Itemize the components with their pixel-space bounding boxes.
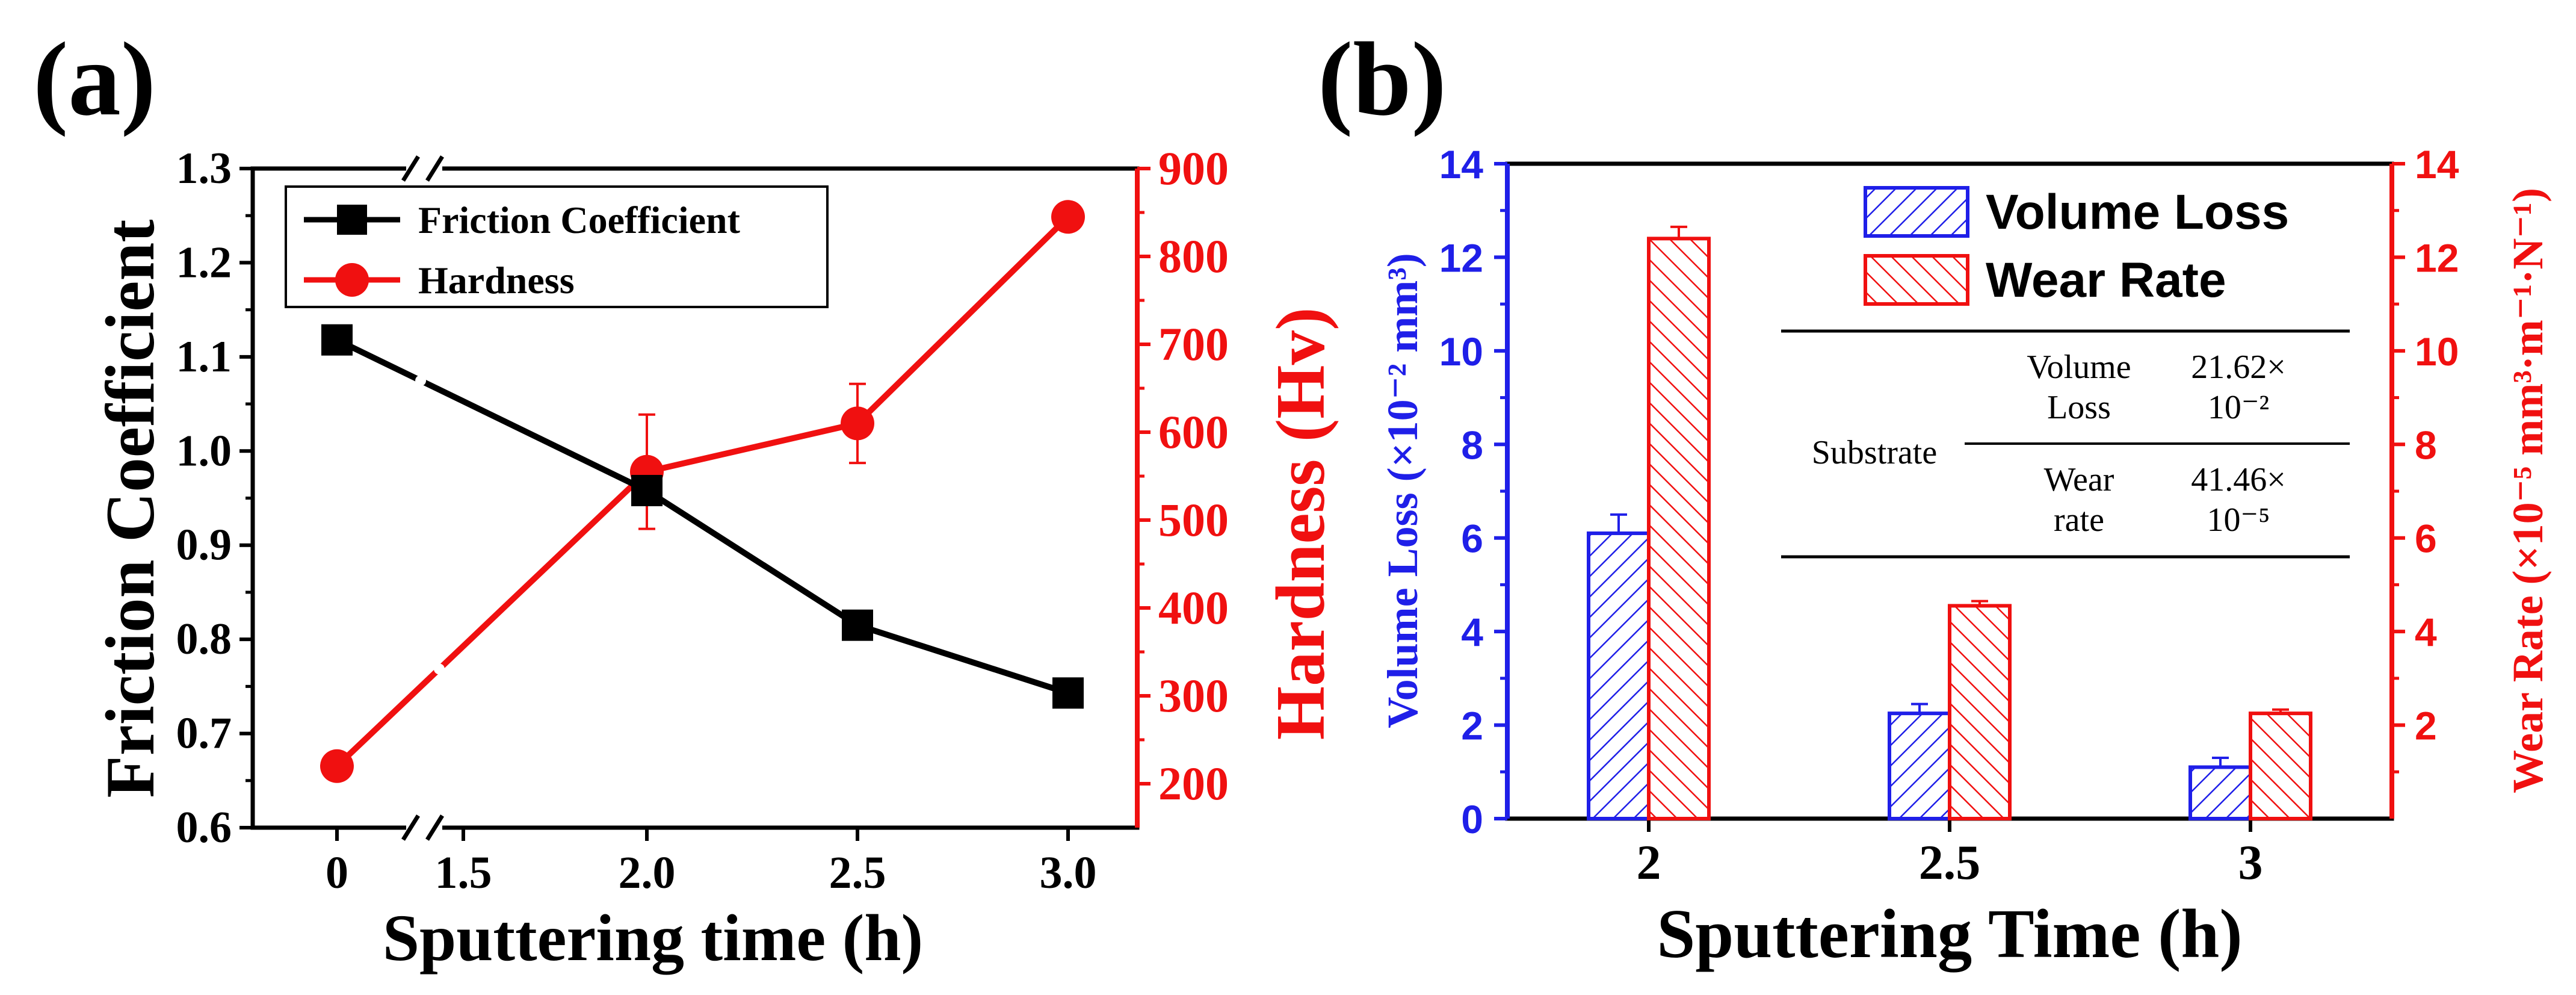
right-tick-label: 500 <box>1158 494 1229 546</box>
panel-b-x-label: Sputtering Time (h) <box>1657 896 2242 972</box>
table-cell-wear-line1: Wear <box>2044 461 2114 498</box>
left-tick-label: 0 <box>1461 797 1483 842</box>
panel-a-legend: Friction Coefficient Hardness <box>285 185 829 308</box>
left-tick-label: 1.2 <box>176 238 232 287</box>
table-cell-volume-line1: Volume <box>2027 349 2131 386</box>
panel-b-y-left-label: Volume Loss (×10⁻² mm³) <box>1379 253 1427 728</box>
x-tick-label: 3.0 <box>1040 848 1097 898</box>
left-tick-label: 1.1 <box>176 332 232 382</box>
hardness-point <box>1051 200 1085 234</box>
hardness-line-segment <box>646 420 859 475</box>
x-tick-label: 3 <box>2238 835 2263 890</box>
right-tick-label: 14 <box>2415 142 2459 187</box>
legend-friction-label: Friction Coefficient <box>418 199 741 241</box>
panel-a: (a) 0.6 0.7 0.8 0.9 1.0 1.1 1.2 1.3 200 300 400 50… <box>33 20 1339 975</box>
x-tick-label: 2.0 <box>619 848 676 898</box>
left-tick-label: 6 <box>1461 516 1483 561</box>
substrate-table: Substrate Volume Loss 21.62× 10⁻² Wear r… <box>1781 329 2350 559</box>
panel-a-y-right-label: Hardness (Hv) <box>1262 308 1339 740</box>
table-cell-wear-value1: 41.46× <box>2191 461 2286 498</box>
x-tick-label: 2 <box>1637 835 1661 890</box>
panel-b-legend: Volume Loss Wear Rate <box>1864 185 2289 308</box>
legend-volume-loss-label: Volume Loss <box>1986 185 2289 240</box>
table-row-header: Substrate <box>1812 434 1937 471</box>
friction-line-segment <box>645 488 859 628</box>
x-tick-label: 1.5 <box>435 848 492 898</box>
left-tick-label: 1.0 <box>176 426 232 476</box>
friction-line-segment <box>856 622 1069 696</box>
hardness-line-segment <box>855 214 1070 426</box>
panel-b-y-right-label: Wear Rate (×10⁻⁵ mm³·m⁻¹·N⁻¹) <box>2504 188 2552 793</box>
hardness-series <box>320 200 1085 783</box>
left-tick-label: 4 <box>1461 610 1483 654</box>
left-tick-label: 12 <box>1439 235 1483 280</box>
friction-point <box>842 609 873 641</box>
right-tick-label: 300 <box>1158 669 1229 722</box>
legend-hardness-label: Hardness <box>418 259 575 302</box>
right-tick-label: 400 <box>1158 581 1229 634</box>
left-tick-label: 8 <box>1461 423 1483 467</box>
right-tick-label: 200 <box>1158 757 1229 810</box>
friction-series <box>321 324 1084 709</box>
panel-b-right-ticks: 2 4 6 8 10 12 14 <box>2392 142 2459 773</box>
volume-loss-bar <box>1587 531 1651 820</box>
hardness-break-gap <box>433 663 445 675</box>
right-tick-label: 2 <box>2415 704 2437 748</box>
wear-rate-bar <box>2249 711 2312 820</box>
friction-point <box>631 474 663 506</box>
left-tick-label: 0.7 <box>176 709 232 758</box>
panel-b-x-ticks: 2 2.5 3 <box>1637 819 2263 890</box>
friction-point <box>1052 677 1084 709</box>
left-tick-label: 1.3 <box>176 144 232 193</box>
panel-a-right-ticks: 200 300 400 500 600 700 800 900 <box>1137 142 1229 810</box>
volume-loss-bar <box>2188 765 2252 820</box>
left-tick-label: 0.9 <box>176 521 232 570</box>
left-tick-label: 10 <box>1439 329 1483 374</box>
right-tick-label: 6 <box>2415 516 2437 561</box>
table-cell-volume-line2: Loss <box>2047 389 2111 426</box>
right-tick-label: 10 <box>2415 329 2459 374</box>
table-cell-volume-value2: 10⁻² <box>2208 389 2269 426</box>
panel-a-axis-break-top <box>401 155 444 182</box>
wear-rate-bar <box>1647 237 1711 821</box>
x-tick-label: 2.5 <box>1919 835 1981 890</box>
panel-b-bars <box>1587 225 2312 821</box>
volume-loss-bar <box>1888 711 1951 820</box>
friction-line-segment <box>335 337 649 494</box>
right-tick-label: 4 <box>2415 610 2437 654</box>
friction-point <box>321 324 353 356</box>
right-tick-label: 12 <box>2415 235 2459 280</box>
table-cell-volume-value1: 21.62× <box>2191 349 2286 386</box>
left-tick-label: 14 <box>1439 142 1484 187</box>
right-tick-label: 800 <box>1158 230 1229 282</box>
table-cell-wear-value2: 10⁻⁵ <box>2207 501 2270 539</box>
panel-a-left-ticks: 0.6 0.7 0.8 0.9 1.0 1.1 1.2 1.3 <box>176 144 253 852</box>
panel-a-x-label: Sputtering time (h) <box>383 901 923 975</box>
panel-a-y-left-label: Friction Coefficient <box>92 219 168 798</box>
x-tick-label: 2.5 <box>829 848 886 898</box>
hardness-line-segment <box>335 470 649 769</box>
panel-b-left-ticks: 0 2 4 6 8 10 12 14 <box>1439 142 1507 842</box>
hardness-point <box>841 406 874 441</box>
panel-a-axis-break-bottom <box>401 814 444 841</box>
left-tick-label: 2 <box>1461 704 1483 748</box>
left-tick-label: 0.8 <box>176 615 232 664</box>
right-tick-label: 600 <box>1158 406 1229 458</box>
table-cell-wear-line2: rate <box>2054 501 2104 539</box>
right-tick-label: 8 <box>2415 423 2437 467</box>
right-tick-label: 900 <box>1158 142 1229 194</box>
x-tick-label: 0 <box>326 848 348 898</box>
left-tick-label: 0.6 <box>176 803 232 852</box>
friction-break-gap <box>415 375 427 386</box>
legend-wear-rate-label: Wear Rate <box>1986 253 2226 308</box>
right-tick-label: 700 <box>1158 318 1229 370</box>
panel-b-label: (b) <box>1318 20 1447 137</box>
hardness-point <box>320 749 354 783</box>
panel-a-x-ticks: 0 1.5 2.0 2.5 3.0 <box>326 828 1097 898</box>
wear-rate-bar <box>1948 604 2012 821</box>
panel-a-label: (a) <box>33 20 156 137</box>
